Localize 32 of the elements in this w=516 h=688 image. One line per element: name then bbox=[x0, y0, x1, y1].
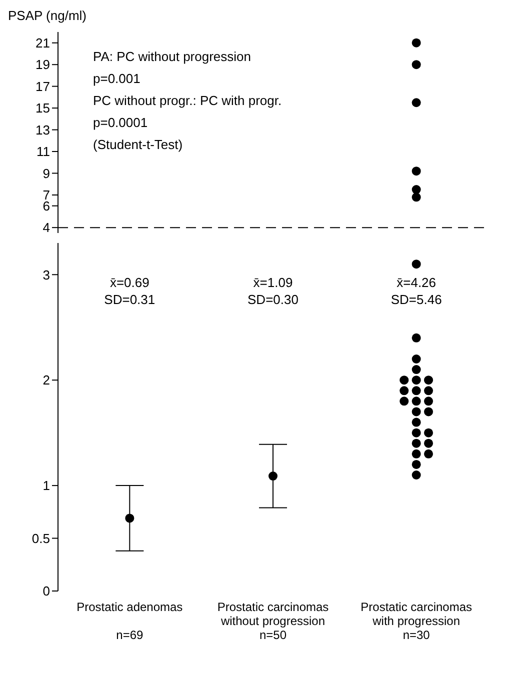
point bbox=[412, 60, 421, 70]
point bbox=[412, 166, 421, 176]
x-tick-label: Prostatic carcinomas with progression n=30 bbox=[360, 600, 472, 642]
x-tick-label: Prostatic adenomas n=69 bbox=[76, 600, 183, 642]
y-tick-label: 11 bbox=[36, 144, 50, 160]
y-tick-label: 9 bbox=[42, 166, 50, 181]
y-tick-label: 13 bbox=[36, 122, 50, 138]
annotation: p=0.0001 bbox=[93, 114, 149, 132]
y-tick-label: 1 bbox=[42, 478, 50, 494]
annotation: x̄=1.09 SD=0.30 bbox=[246, 274, 300, 308]
point bbox=[412, 192, 421, 202]
annotation: PA: PC without progression bbox=[93, 48, 252, 66]
y-tick-label: 21 bbox=[36, 35, 50, 50]
point bbox=[412, 185, 421, 194]
y-tick-label: 0.5 bbox=[32, 530, 50, 546]
y-tick-label: 0 bbox=[42, 584, 50, 599]
y-tick-label: 17 bbox=[36, 78, 50, 94]
annotation: (Student-t-Test) bbox=[93, 136, 184, 154]
point bbox=[412, 38, 421, 48]
y-tick-label: 4 bbox=[42, 220, 50, 236]
x-tick-label: Prostatic carcinomas without progression n=50 bbox=[217, 600, 329, 642]
annotation: x̄=0.69 SD=0.31 bbox=[103, 274, 156, 308]
annotation: PC without progr.: PC with progr. bbox=[93, 92, 282, 110]
y-tick-label: 6 bbox=[42, 198, 50, 214]
y-tick-label: 3 bbox=[42, 267, 50, 282]
y-tick-label: 15 bbox=[36, 100, 50, 116]
y-tick-label: 19 bbox=[36, 57, 50, 72]
annotation: p=0.001 bbox=[93, 70, 142, 88]
point bbox=[412, 98, 421, 108]
y-axis-title: PSAP (ng/ml) bbox=[8, 8, 87, 23]
y-tick-label: 2 bbox=[42, 372, 50, 388]
annotation: x̄=4.26 SD=5.46 bbox=[390, 274, 443, 308]
